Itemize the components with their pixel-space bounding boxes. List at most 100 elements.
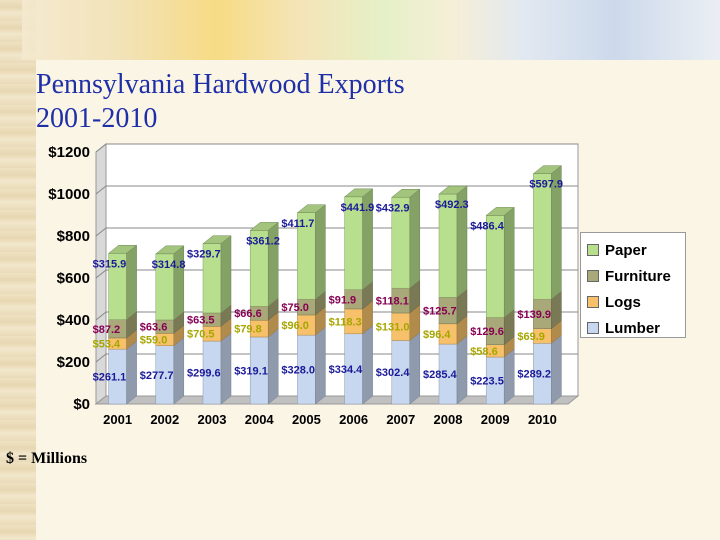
x-tick-label: 2005 [292, 412, 321, 427]
data-label-paper-2001: $315.9 [93, 258, 127, 270]
bar-top [107, 245, 138, 254]
y-tick-label: $0 [73, 396, 90, 413]
data-label-lumber-2007: $302.4 [376, 367, 411, 379]
bar-paper-2001 [107, 244, 138, 321]
y-tick-label: $800 [57, 228, 90, 245]
data-label-lumber-2005: $328.0 [281, 365, 315, 377]
legend-swatch-logs [587, 296, 599, 308]
legend-item-logs: Logs [587, 289, 679, 315]
bar-lumber-2004 [249, 328, 279, 405]
data-label-furniture-2005: $75.0 [281, 302, 309, 314]
bar-side [315, 204, 326, 300]
data-label-lumber-2002: $277.7 [140, 370, 174, 382]
y-tick-label: $400 [57, 312, 90, 329]
legend-label-furniture: Furniture [605, 267, 671, 285]
bar-logs-2007 [391, 304, 421, 342]
bar-furniture-2002 [155, 311, 185, 334]
bars [107, 165, 563, 405]
x-tick-label: 2003 [198, 412, 227, 427]
data-label-furniture-2010: $139.9 [517, 309, 551, 321]
data-label-furniture-2007: $118.1 [376, 296, 409, 308]
gridline [95, 227, 578, 237]
gridline [95, 143, 578, 153]
data-label-logs-2004: $79.8 [234, 324, 262, 336]
data-label-paper-2008: $492.3 [435, 199, 469, 211]
bar-lumber-2003 [202, 332, 232, 405]
data-label-furniture-2009: $129.6 [470, 326, 504, 338]
y-tick-label: $1200 [48, 144, 90, 161]
data-label-logs-2003: $70.5 [187, 329, 215, 341]
x-tick-label: 2010 [528, 412, 557, 427]
data-label-lumber-2003: $299.6 [187, 368, 221, 380]
title-line-2: 2001-2010 [36, 103, 158, 134]
legend-swatch-furniture [587, 270, 599, 282]
bar-paper-2006 [343, 188, 374, 291]
y-tick-label: $600 [57, 270, 90, 287]
gridline [95, 353, 578, 363]
x-tick-label: 2004 [245, 412, 275, 427]
legend-swatch-paper [587, 244, 599, 256]
bar-top [485, 207, 515, 216]
gridlines [95, 143, 578, 363]
bar-furniture-2006 [344, 281, 373, 310]
bar-furniture-2009 [485, 309, 515, 346]
x-tick-label: 2001 [103, 412, 132, 427]
data-label-furniture-2002: $63.6 [140, 322, 168, 334]
bar-side [173, 245, 185, 321]
bar-top [249, 222, 279, 231]
data-label-logs-2008: $96.4 [423, 329, 451, 341]
data-label-lumber-2008: $285.4 [423, 369, 458, 381]
bar-logs-2006 [344, 300, 373, 335]
bar-side [126, 340, 137, 405]
data-label-furniture-2006: $91.9 [329, 294, 357, 306]
bar-top [202, 235, 232, 244]
data-label-furniture-2001: $87.2 [93, 324, 121, 336]
bar-paper-2009 [485, 206, 515, 319]
bar-lumber-2006 [344, 325, 373, 405]
paper-texture-strip [0, 0, 36, 540]
legend-label-paper: Paper [605, 241, 647, 259]
bar-side [503, 206, 515, 319]
data-label-logs-2010: $69.9 [517, 331, 545, 343]
legend-swatch-lumber [587, 322, 599, 334]
units-footnote: $ = Millions [6, 450, 88, 467]
decorative-banner [22, 0, 720, 60]
bar-paper-2004 [249, 221, 279, 307]
bar-top [343, 188, 374, 198]
data-label-paper-2006: $441.9 [341, 202, 375, 214]
bar-side [362, 325, 373, 405]
gridline [95, 185, 578, 195]
data-label-furniture-2008: $125.7 [423, 306, 457, 318]
bar-lumber-2008 [438, 335, 468, 405]
data-label-lumber-2009: $223.5 [470, 376, 504, 388]
bar-top [438, 185, 468, 195]
bar-paper-2008 [438, 185, 468, 298]
x-axis-ticks: 2001 2002 2003 2004 2005 2006 2007 2008 2009 2010 [103, 412, 557, 427]
bar-top [532, 165, 563, 174]
data-label-paper-2005: $411.7 [281, 218, 314, 230]
y-tick-label: $1000 [48, 186, 90, 203]
bar-side [315, 326, 326, 405]
data-label-logs-2007: $131.0 [376, 322, 410, 334]
x-tick-label: 2007 [386, 412, 415, 427]
bar-top [391, 189, 421, 198]
legend-item-paper: Paper [587, 237, 679, 263]
data-label-paper-2007: $432.9 [376, 202, 410, 214]
page-title: Pennsylvania Hardwood Exports 2001-2010 [36, 68, 405, 136]
legend-item-lumber: Lumber [587, 315, 679, 341]
data-label-logs-2001: $53.4 [93, 339, 121, 351]
data-label-paper-2003: $329.7 [187, 249, 221, 261]
chart-legend: Paper Furniture Logs Lumber [580, 232, 686, 338]
data-label-paper-2009: $486.4 [470, 220, 505, 232]
bar-lumber-2001 [108, 340, 137, 405]
bar-side [220, 332, 232, 405]
bar-paper-2007 [391, 188, 421, 289]
bar-side [409, 188, 421, 289]
y-axis-ticks: $0 $200 $400 $600 $800 $1000 $1200 [48, 144, 90, 413]
data-label-logs-2006: $118.3 [329, 316, 362, 328]
bar-top [296, 204, 327, 214]
bar-paper-2005 [296, 204, 327, 300]
data-label-lumber-2004: $319.1 [234, 365, 268, 377]
data-label-furniture-2003: $63.5 [187, 315, 215, 327]
